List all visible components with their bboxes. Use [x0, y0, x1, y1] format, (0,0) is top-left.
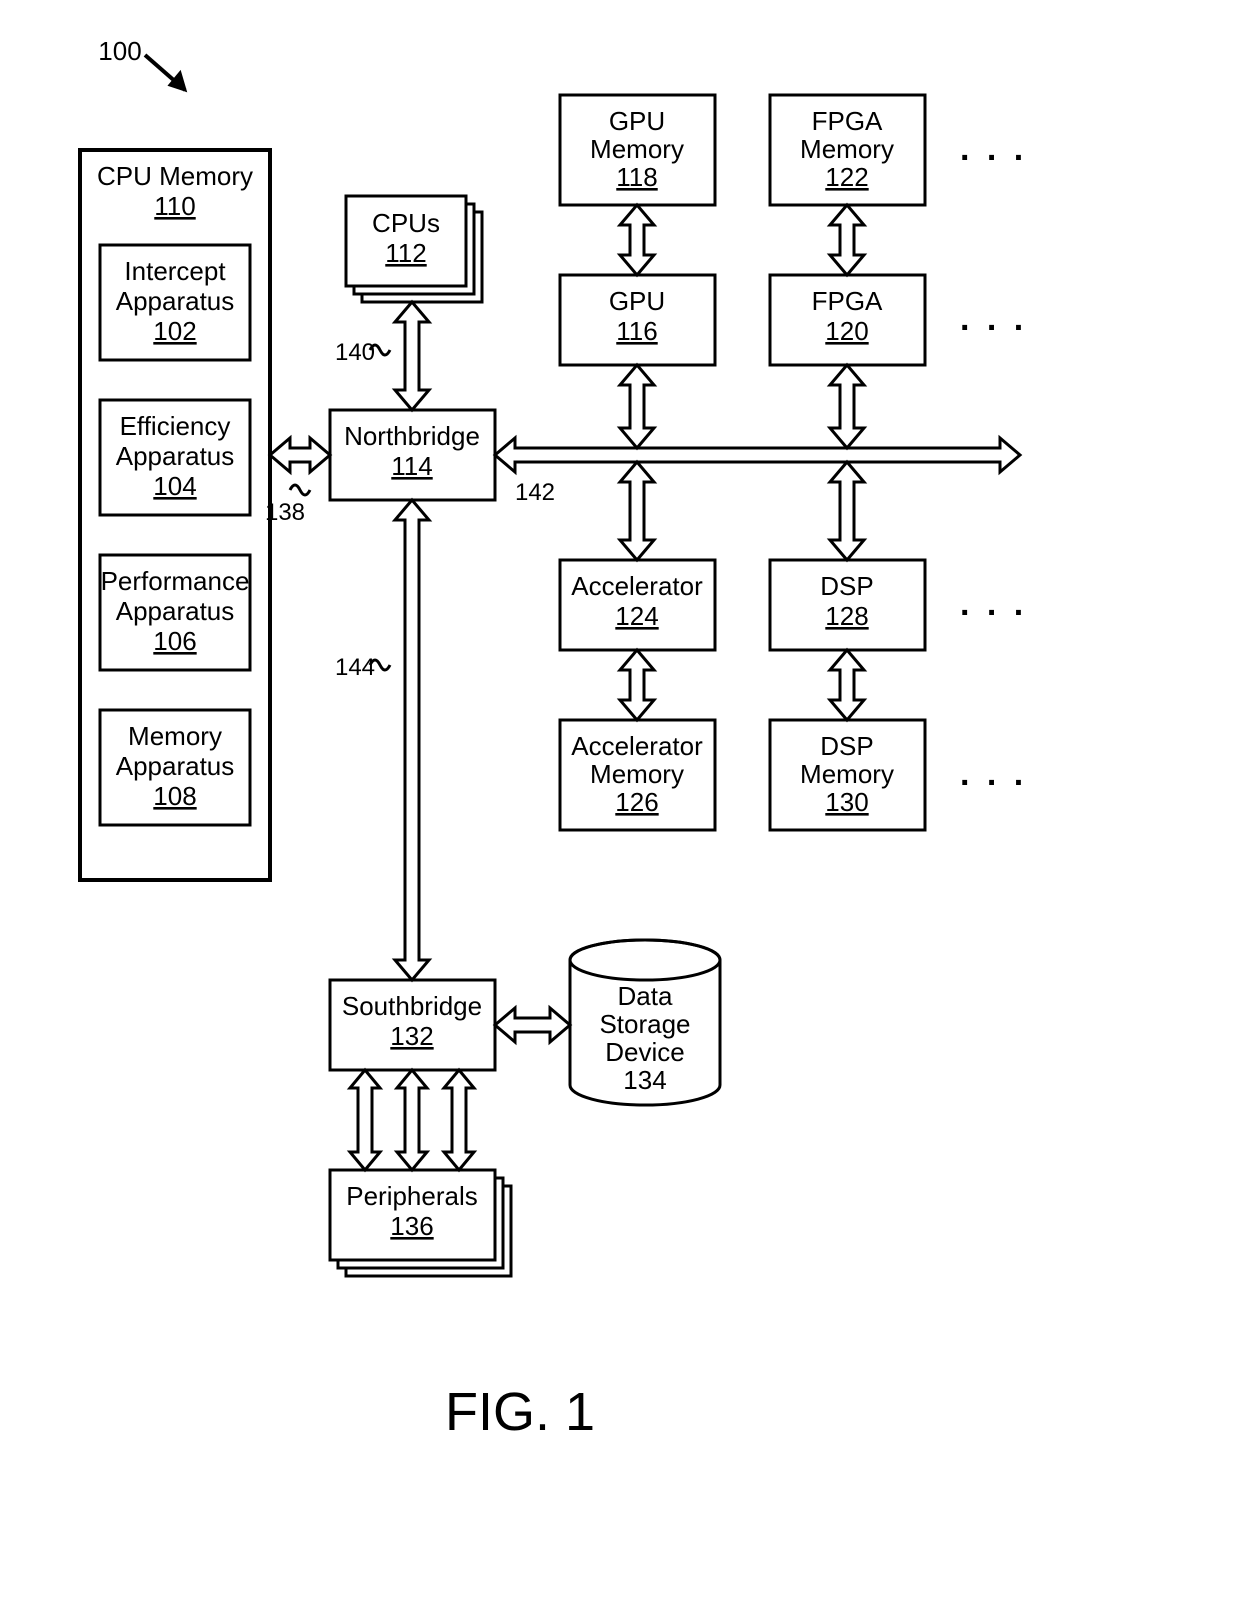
- gpu-memory-block: GPU Memory 118: [560, 95, 715, 205]
- svg-text:DSP: DSP: [820, 571, 873, 601]
- arrow-southbridge-peripherals-2: [397, 1070, 427, 1170]
- arrow-gpu-bus: [620, 365, 654, 448]
- svg-text:106: 106: [153, 626, 196, 656]
- svg-text:Efficiency: Efficiency: [120, 411, 231, 441]
- svg-text:116: 116: [616, 316, 657, 346]
- svg-text:FPGA: FPGA: [812, 106, 883, 136]
- svg-text:Southbridge: Southbridge: [342, 991, 482, 1021]
- accelerator-memory-block: Accelerator Memory 126: [560, 720, 715, 830]
- performance-apparatus-box: Performance Apparatus 106: [100, 555, 250, 670]
- arrow-dsp-bus: [830, 462, 864, 560]
- cpu-memory-ref: 110: [154, 191, 195, 221]
- label-144: 144: [335, 654, 375, 681]
- dots-1: . . .: [960, 130, 1027, 168]
- arrow-gpumem-gpu: [620, 205, 654, 275]
- efficiency-apparatus-box: Efficiency Apparatus 104: [100, 400, 250, 515]
- label-138: 138: [265, 499, 305, 526]
- svg-text:CPUs: CPUs: [372, 208, 440, 238]
- arrow-accel-bus: [620, 462, 654, 560]
- label-140: 140: [335, 339, 375, 366]
- svg-text:Memory: Memory: [800, 759, 894, 789]
- cpu-memory-title: CPU Memory: [97, 161, 253, 191]
- cpus-block: CPUs 112: [346, 196, 482, 302]
- arrow-cpus-northbridge: [395, 302, 429, 410]
- arrow-fpga-bus: [830, 365, 864, 448]
- data-storage-cylinder: Data Storage Device 134: [570, 940, 720, 1105]
- svg-text:102: 102: [153, 316, 196, 346]
- system-block-diagram: 100 CPU Memory 110 Intercept Apparatus 1…: [0, 0, 1240, 1597]
- arrow-southbridge-storage: [495, 1008, 570, 1042]
- svg-text:124: 124: [615, 601, 658, 631]
- southbridge-block: Southbridge 132: [330, 980, 495, 1070]
- fpga-block: FPGA 120: [770, 275, 925, 365]
- svg-text:112: 112: [385, 238, 426, 268]
- svg-text:128: 128: [825, 601, 868, 631]
- dots-4: . . .: [960, 755, 1027, 793]
- northbridge-block: Northbridge 114: [330, 410, 495, 500]
- svg-text:Intercept: Intercept: [124, 256, 226, 286]
- dots-3: . . .: [960, 585, 1027, 623]
- gpu-block: GPU 116: [560, 275, 715, 365]
- svg-text:Northbridge: Northbridge: [344, 421, 480, 451]
- dsp-memory-block: DSP Memory 130: [770, 720, 925, 830]
- ref-100-pointer: 100: [98, 36, 185, 90]
- label-142: 142: [515, 479, 555, 506]
- svg-text:134: 134: [623, 1065, 666, 1095]
- arrow-southbridge-peripherals-1: [350, 1070, 380, 1170]
- svg-text:132: 132: [390, 1021, 433, 1051]
- arrow-cpumem-northbridge: [270, 438, 330, 472]
- dots-2: . . .: [960, 300, 1027, 338]
- accelerator-block: Accelerator 124: [560, 560, 715, 650]
- arrow-accel-accelmem: [620, 650, 654, 720]
- cpu-memory-block: CPU Memory 110 Intercept Apparatus 102 E…: [80, 150, 270, 880]
- svg-text:Peripherals: Peripherals: [346, 1181, 478, 1211]
- svg-text:Apparatus: Apparatus: [116, 286, 235, 316]
- svg-text:Memory: Memory: [128, 721, 222, 751]
- arrow-dsp-dspmem: [830, 650, 864, 720]
- svg-text:114: 114: [391, 451, 432, 481]
- svg-text:Performance: Performance: [101, 566, 250, 596]
- svg-text:DSP: DSP: [820, 731, 873, 761]
- svg-text:126: 126: [615, 787, 658, 817]
- svg-text:Apparatus: Apparatus: [116, 751, 235, 781]
- svg-text:136: 136: [390, 1211, 433, 1241]
- ref-100-label: 100: [98, 36, 141, 66]
- svg-text:Memory: Memory: [590, 759, 684, 789]
- svg-text:Apparatus: Apparatus: [116, 441, 235, 471]
- svg-text:Storage: Storage: [599, 1009, 690, 1039]
- svg-text:Data: Data: [618, 981, 673, 1011]
- svg-text:Memory: Memory: [590, 134, 684, 164]
- svg-text:Accelerator: Accelerator: [571, 731, 703, 761]
- svg-text:120: 120: [825, 316, 868, 346]
- memory-apparatus-box: Memory Apparatus 108: [100, 710, 250, 825]
- intercept-apparatus-box: Intercept Apparatus 102: [100, 245, 250, 360]
- svg-text:118: 118: [616, 162, 657, 192]
- arrow-northbridge-southbridge: [395, 500, 429, 980]
- svg-text:GPU: GPU: [609, 106, 665, 136]
- dsp-block: DSP 128: [770, 560, 925, 650]
- svg-text:Device: Device: [605, 1037, 684, 1067]
- svg-text:Accelerator: Accelerator: [571, 571, 703, 601]
- svg-text:FPGA: FPGA: [812, 286, 883, 316]
- svg-text:108: 108: [153, 781, 196, 811]
- svg-text:GPU: GPU: [609, 286, 665, 316]
- svg-text:122: 122: [825, 162, 868, 192]
- arrow-fpgamem-fpga: [830, 205, 864, 275]
- tilde-138: [290, 485, 310, 495]
- arrow-southbridge-peripherals-3: [444, 1070, 474, 1170]
- svg-text:104: 104: [153, 471, 196, 501]
- figure-label: FIG. 1: [445, 1382, 595, 1442]
- svg-text:Apparatus: Apparatus: [116, 596, 235, 626]
- svg-text:Memory: Memory: [800, 134, 894, 164]
- peripherals-block: Peripherals 136: [330, 1170, 511, 1276]
- arrow-northbridge-bus: [495, 438, 1020, 472]
- fpga-memory-block: FPGA Memory 122: [770, 95, 925, 205]
- svg-text:130: 130: [825, 787, 868, 817]
